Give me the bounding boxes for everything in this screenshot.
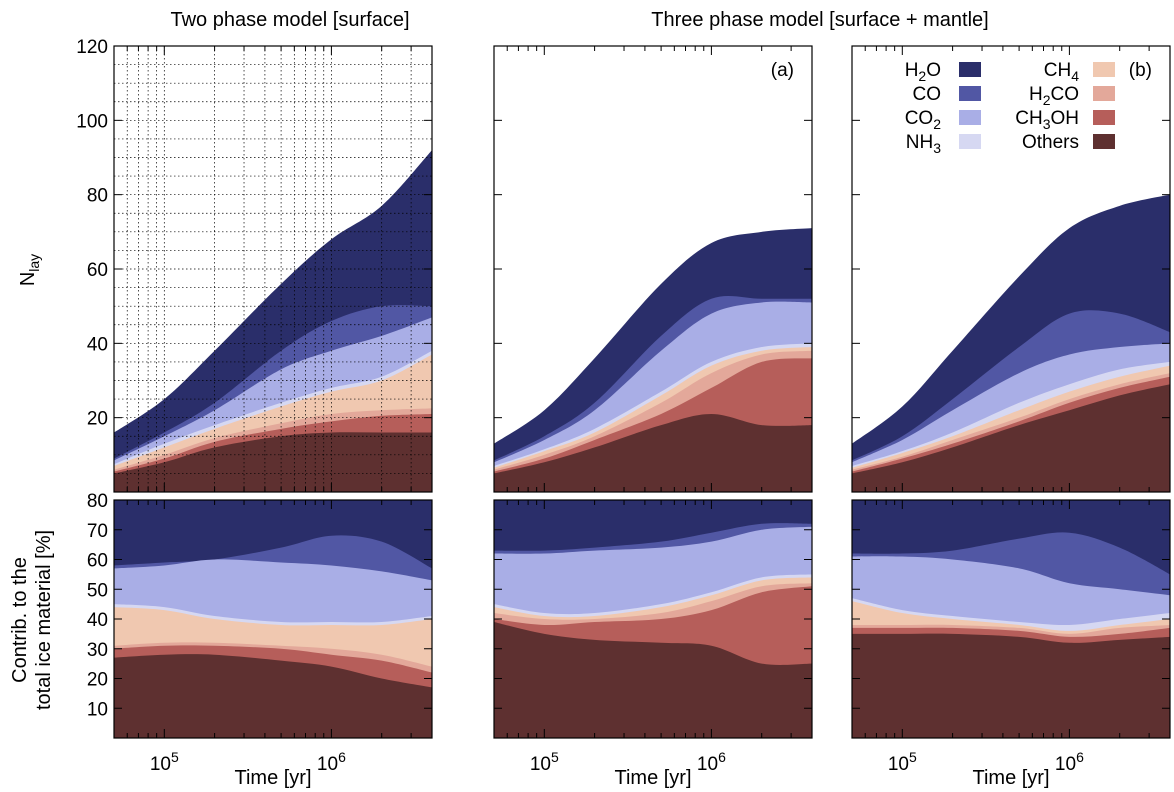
y-tick-label: 60 bbox=[87, 551, 108, 572]
legend-label: Others bbox=[1022, 132, 1079, 153]
x-tick-label: 105 bbox=[530, 749, 559, 775]
x-axis-label: Time [yr] bbox=[614, 767, 691, 789]
legend-label: NH3 bbox=[906, 132, 941, 156]
legend-swatch bbox=[959, 134, 981, 149]
title-two-phase: Two phase model [surface] bbox=[170, 9, 409, 31]
y-axis-label-bottom-2: total ice material [%] bbox=[33, 530, 55, 710]
x-tick-label: 106 bbox=[1055, 749, 1084, 775]
legend-label: CO2 bbox=[905, 108, 942, 132]
area-others-bottom-two-phase-surface bbox=[114, 654, 432, 738]
legend-label: CH4 bbox=[1044, 60, 1079, 84]
legend-swatch bbox=[959, 62, 981, 77]
legend-swatch bbox=[959, 110, 981, 125]
y-tick-label: 80 bbox=[87, 491, 108, 512]
x-tick-label: 106 bbox=[317, 749, 346, 775]
legend-label: H2CO bbox=[1029, 84, 1079, 108]
legend-label: CO bbox=[913, 84, 942, 105]
title-three-phase: Three phase model [surface + mantle] bbox=[651, 9, 988, 31]
area-others-top-two-phase-surface bbox=[114, 432, 432, 492]
legend-label: H2O bbox=[905, 60, 941, 84]
legend-swatch bbox=[1093, 110, 1115, 125]
legend-swatch bbox=[1093, 86, 1115, 101]
panel-label-three-phase-b: (b) bbox=[1129, 60, 1152, 81]
y-tick-label: 120 bbox=[76, 37, 108, 58]
legend-swatch bbox=[959, 86, 981, 101]
y-tick-label: 10 bbox=[87, 699, 108, 720]
y-tick-label: 40 bbox=[87, 334, 108, 355]
x-tick-label: 105 bbox=[888, 749, 917, 775]
y-tick-label: 20 bbox=[87, 670, 108, 691]
legend-label: CH3OH bbox=[1015, 108, 1079, 132]
grid bbox=[113, 46, 433, 492]
y-tick-label: 60 bbox=[87, 260, 108, 281]
area-others-top-three-phase-a bbox=[494, 413, 812, 492]
x-axis-label: Time [yr] bbox=[234, 767, 311, 789]
y-axis-label-top: Nlay bbox=[17, 254, 42, 286]
panel-label-three-phase-a: (a) bbox=[771, 60, 794, 81]
y-tick-label: 50 bbox=[87, 580, 108, 601]
x-axis-label: Time [yr] bbox=[972, 767, 1049, 789]
y-tick-label: 100 bbox=[76, 111, 108, 132]
y-axis-label-bottom-1: Contrib. to the bbox=[9, 557, 31, 683]
y-tick-label: 30 bbox=[87, 640, 108, 661]
y-tick-label: 80 bbox=[87, 186, 108, 207]
area-others-bottom-three-phase-b bbox=[852, 633, 1170, 738]
legend-swatch bbox=[1093, 62, 1115, 77]
x-tick-label: 105 bbox=[150, 749, 179, 775]
area-others-top-three-phase-b bbox=[852, 384, 1170, 492]
y-tick-label: 20 bbox=[87, 409, 108, 430]
y-tick-label: 70 bbox=[87, 521, 108, 542]
area-others-bottom-three-phase-a bbox=[494, 621, 812, 738]
legend-swatch bbox=[1093, 134, 1115, 149]
x-tick-label: 106 bbox=[697, 749, 726, 775]
y-tick-label: 40 bbox=[87, 610, 108, 631]
